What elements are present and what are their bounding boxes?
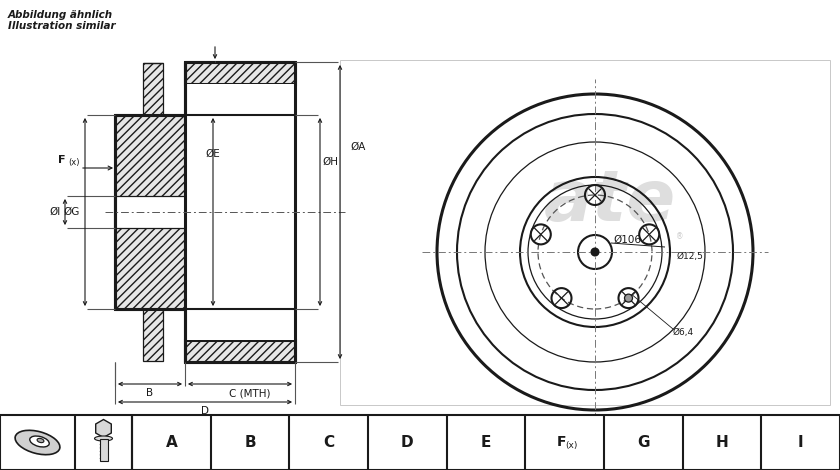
Text: A: A — [165, 435, 177, 450]
Text: D: D — [401, 435, 413, 450]
Bar — [185, 62, 295, 84]
Ellipse shape — [29, 436, 50, 447]
Text: C (MTH): C (MTH) — [229, 388, 270, 398]
Text: E: E — [480, 435, 491, 450]
Text: C: C — [323, 435, 334, 450]
Text: Abbildung ähnlich: Abbildung ähnlich — [8, 10, 113, 20]
Polygon shape — [96, 420, 111, 438]
Circle shape — [591, 249, 598, 256]
Text: Ø6,4: Ø6,4 — [673, 328, 694, 337]
Text: Illustration similar: Illustration similar — [8, 21, 116, 31]
Text: B: B — [146, 388, 154, 398]
Text: ate: ate — [543, 167, 676, 236]
Text: I: I — [798, 435, 804, 450]
Text: (x): (x) — [68, 158, 80, 167]
Text: Ø106: Ø106 — [613, 235, 641, 245]
Bar — [185, 84, 295, 340]
Text: D: D — [201, 406, 209, 416]
Bar — [340, 60, 830, 405]
Text: ØG: ØG — [64, 207, 80, 217]
Text: B: B — [244, 435, 256, 450]
Ellipse shape — [37, 439, 44, 443]
Text: H: H — [716, 435, 728, 450]
Ellipse shape — [95, 436, 113, 441]
Text: (x): (x) — [565, 441, 578, 450]
Bar — [115, 196, 187, 228]
Bar — [185, 340, 295, 362]
Text: F: F — [557, 434, 566, 448]
Ellipse shape — [15, 431, 60, 454]
Text: G: G — [637, 435, 649, 450]
Text: ØH: ØH — [322, 157, 338, 167]
Bar — [143, 63, 163, 115]
Circle shape — [624, 294, 633, 302]
Text: F: F — [58, 155, 66, 165]
Text: ØA: ØA — [350, 142, 365, 152]
Text: ØI: ØI — [50, 207, 60, 217]
Bar — [143, 309, 163, 361]
Bar — [115, 115, 185, 309]
Text: Ø12,5: Ø12,5 — [677, 252, 704, 261]
Bar — [99, 439, 108, 461]
Bar — [0, 415, 840, 470]
Text: ØE: ØE — [206, 149, 220, 159]
Text: ®: ® — [676, 233, 684, 242]
